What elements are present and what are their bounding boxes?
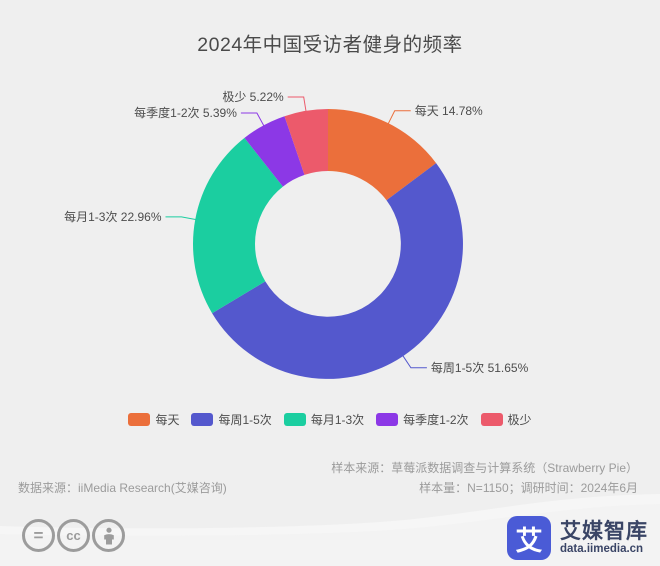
legend-item-每天[interactable]: 每天: [128, 411, 179, 428]
legend-swatch: [191, 413, 214, 426]
footer-wave-decoration: [0, 494, 660, 566]
label-line-每月1-3次: [165, 216, 197, 221]
license-badges: = cc: [22, 519, 125, 552]
pie-segment-每季度1-2次[interactable]: [244, 116, 305, 187]
legend-swatch: [376, 413, 399, 426]
sample-size-text: 样本量：N=1150；调研时间：2024年6月: [419, 481, 638, 495]
logo-glyph: 艾: [515, 525, 543, 556]
pie-segment-每月1-3次[interactable]: [193, 137, 283, 314]
pie-label-每天: 每天 14.78%: [415, 103, 483, 118]
donut-chart: 每天 14.78% 每周1-5次 51.65% 每月1-3次 22.96% 每季度1-…: [64, 90, 529, 379]
cc-glyph: cc: [66, 528, 81, 543]
iimedia-brand-logo[interactable]: 艾 艾媒智库 data.iimedia.cn: [507, 516, 648, 560]
label-line-每天: [387, 110, 411, 125]
brand-url: data.iimedia.cn: [560, 543, 644, 555]
legend-item-每周1-5次[interactable]: 每周1-5次: [191, 411, 272, 428]
brand-name: 艾媒智库: [560, 520, 648, 543]
legend: 每天 每周1-5次 每月1-3次 每季度1-2次 极少: [0, 411, 660, 428]
legend-swatch: [480, 413, 503, 426]
pie-segment-每周1-5次[interactable]: [212, 163, 463, 379]
legend-label: 每周1-5次: [218, 413, 272, 427]
legend-label: 每季度1-2次: [403, 413, 469, 427]
sample-info-block: 样本来源：草莓派数据调查与计算系统（Strawberry Pie） 样本量：N=…: [331, 458, 638, 498]
pie-label-极少: 极少 5.22%: [222, 90, 284, 104]
person-glyph: [103, 527, 114, 544]
person-license-icon: [92, 519, 125, 552]
label-line-每季度1-2次: [240, 112, 265, 127]
chart-title: 2024年中国受访者健身的频率: [197, 34, 463, 56]
legend-swatch: [283, 413, 306, 426]
label-line-极少: [287, 96, 307, 112]
iimedia-logo-icon: 艾: [507, 516, 551, 560]
legend-label: 每天: [155, 413, 180, 427]
legend-label: 每月1-3次: [310, 413, 365, 427]
pie-label-每周1-5次: 每周1-5次 51.65%: [431, 360, 529, 375]
legend-label: 极少: [507, 413, 532, 427]
pie-segment-极少[interactable]: [284, 109, 329, 175]
legend-item-极少[interactable]: 极少: [480, 411, 532, 428]
legend-item-每月1-3次[interactable]: 每月1-3次: [283, 411, 365, 428]
legend-item-每季度1-2次[interactable]: 每季度1-2次: [376, 411, 469, 428]
sample-source-text: 样本来源：草莓派数据调查与计算系统（Strawberry Pie）: [331, 461, 638, 475]
equals-glyph: =: [33, 525, 44, 545]
cc-license-icon: cc: [57, 519, 90, 552]
data-source-text: 数据来源：iiMedia Research(艾媒咨询): [18, 481, 227, 495]
label-line-每周1-5次: [402, 355, 427, 369]
legend-swatch: [128, 413, 151, 426]
brand-text: 艾媒智库 data.iimedia.cn: [560, 520, 648, 556]
pie-label-每月1-3次: 每月1-3次 22.96%: [64, 209, 162, 224]
equals-license-icon: =: [22, 519, 55, 552]
pie-label-每季度1-2次: 每季度1-2次 5.39%: [134, 105, 237, 120]
pie-segment-每天[interactable]: [328, 109, 437, 201]
